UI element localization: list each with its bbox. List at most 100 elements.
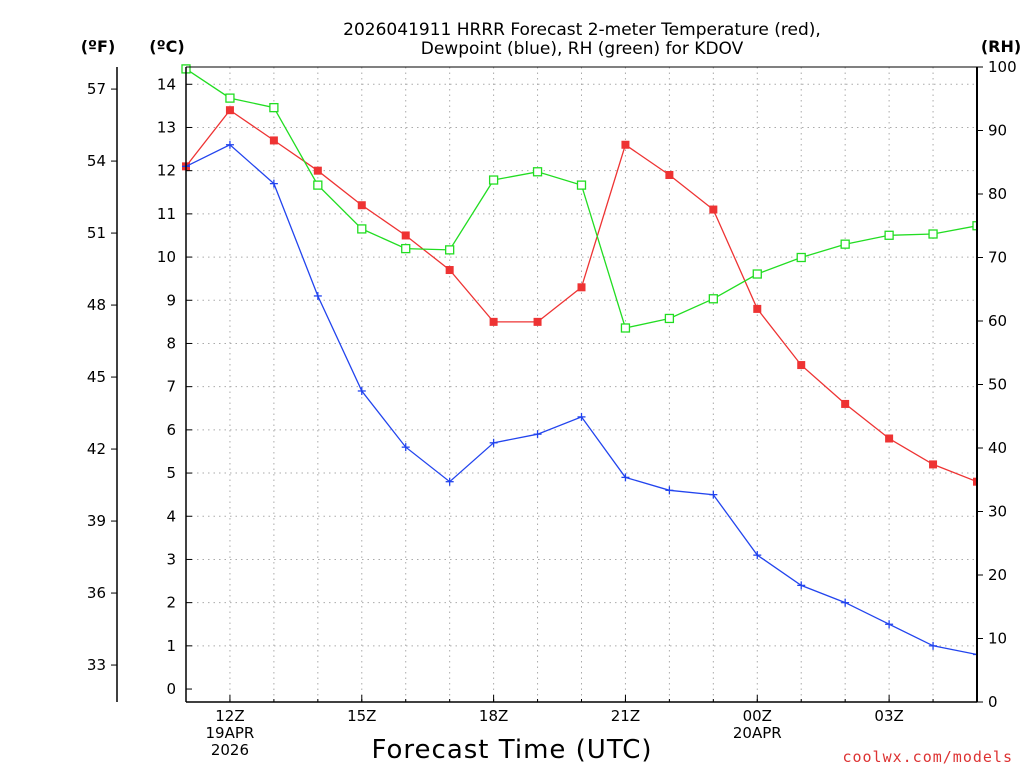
temperature-point xyxy=(401,231,410,240)
temperature-point xyxy=(709,205,718,214)
dewpoint-point xyxy=(709,490,718,499)
dewpoint-point xyxy=(533,430,542,439)
rh-point xyxy=(269,102,279,113)
chart-title-line1: 2026041911 HRRR Forecast 2-meter Tempera… xyxy=(343,20,821,40)
rh-point xyxy=(664,313,675,324)
x-tick-label: 21Z xyxy=(611,707,640,725)
rh-tick-label: 60 xyxy=(988,312,1007,330)
c-tick-label: 8 xyxy=(166,334,176,352)
dewpoint-point xyxy=(577,412,586,421)
axis-layer: 0123456789101112131433363942454851545701… xyxy=(87,58,1017,759)
dewpoint-point xyxy=(489,438,498,447)
f-tick-label: 51 xyxy=(87,224,106,242)
rh-point xyxy=(752,269,762,279)
dewpoint-point xyxy=(401,443,410,452)
rh-unit-label: (RH) xyxy=(981,37,1021,56)
temperature-point xyxy=(357,201,366,210)
c-tick-label: 5 xyxy=(166,464,176,482)
x-tick-label: 03Z xyxy=(874,707,903,725)
x-tick-label: 00Z xyxy=(743,707,772,725)
chart-title-line2: Dewpoint (blue), RH (green) for KDOV xyxy=(421,39,744,59)
rh-point xyxy=(796,252,806,263)
rh-tick-label: 30 xyxy=(988,503,1007,521)
grid-layer xyxy=(186,67,977,702)
rh-point xyxy=(972,221,977,231)
series-layer xyxy=(181,64,977,659)
f-tick-label: 48 xyxy=(87,296,106,314)
dewpoint-point xyxy=(841,598,850,607)
dewpoint-point xyxy=(753,551,762,560)
temperature-point xyxy=(489,317,498,326)
dewpoint-point xyxy=(885,620,894,629)
f-tick-label: 36 xyxy=(87,584,106,602)
dewpoint-point xyxy=(797,581,806,590)
rh-tick-label: 100 xyxy=(988,58,1017,76)
c-tick-label: 1 xyxy=(166,637,176,655)
c-tick-label: 12 xyxy=(157,162,176,180)
c-tick-label: 6 xyxy=(166,421,176,439)
f-tick-label: 39 xyxy=(87,512,106,530)
c-tick-label: 13 xyxy=(157,118,176,136)
rh-tick-label: 80 xyxy=(988,185,1007,203)
rh-tick-label: 20 xyxy=(988,566,1007,584)
f-tick-label: 33 xyxy=(87,656,106,674)
temperature-point xyxy=(929,460,938,469)
rh-point xyxy=(576,180,587,190)
temperature-point xyxy=(753,304,762,313)
dewpoint-point xyxy=(665,486,674,495)
x-tick-label: 12Z xyxy=(215,707,244,725)
temperature-point xyxy=(445,266,454,275)
celsius-unit-label: (ºC) xyxy=(149,37,184,56)
rh-point xyxy=(884,230,894,240)
rh-tick-label: 70 xyxy=(988,249,1007,267)
temperature-point xyxy=(665,170,674,179)
f-tick-label: 57 xyxy=(87,80,106,98)
c-tick-label: 7 xyxy=(166,378,176,396)
temperature-point xyxy=(269,136,278,145)
temperature-point xyxy=(885,434,894,443)
rh-point xyxy=(225,93,235,103)
temperature-point xyxy=(225,106,234,115)
c-tick-label: 4 xyxy=(166,507,176,525)
rh-point xyxy=(445,245,455,255)
c-tick-label: 3 xyxy=(166,550,176,568)
fahrenheit-unit-label: (ºF) xyxy=(81,37,116,56)
rh-point xyxy=(357,224,367,234)
temperature-point xyxy=(841,399,850,408)
dewpoint-point xyxy=(313,291,322,300)
x-tick-label: 15Z xyxy=(347,707,376,725)
dewpoint-point xyxy=(445,477,454,486)
rh-tick-label: 50 xyxy=(988,376,1007,394)
temperature-point xyxy=(621,140,630,149)
dewpoint-point xyxy=(357,386,366,395)
rh-point xyxy=(488,175,499,185)
rh-tick-label: 0 xyxy=(988,693,998,711)
c-tick-label: 0 xyxy=(166,680,176,698)
temperature-point xyxy=(533,317,542,326)
dewpoint-point xyxy=(621,473,630,482)
rh-tick-label: 10 xyxy=(988,630,1007,648)
c-tick-label: 9 xyxy=(166,291,176,309)
f-tick-label: 42 xyxy=(87,440,106,458)
temperature-point xyxy=(973,477,977,486)
c-tick-label: 14 xyxy=(157,75,176,93)
rh-point xyxy=(532,167,543,177)
x-tick-label: 18Z xyxy=(479,707,508,725)
dewpoint-point xyxy=(225,140,234,149)
dewpoint-point xyxy=(929,641,938,650)
f-tick-label: 54 xyxy=(87,152,106,170)
site-credit: coolwx.com/models xyxy=(842,748,1013,766)
rh-point xyxy=(708,294,718,304)
c-tick-label: 2 xyxy=(166,594,176,612)
c-tick-label: 11 xyxy=(157,205,176,223)
rh-tick-label: 90 xyxy=(988,122,1007,140)
rh-point xyxy=(401,243,411,254)
c-tick-label: 10 xyxy=(157,248,176,266)
temperature-point xyxy=(577,283,586,292)
rh-point xyxy=(313,180,323,190)
rh-point xyxy=(620,323,631,333)
rh-tick-label: 40 xyxy=(988,439,1007,457)
x-tick-date-label: 20APR xyxy=(733,724,782,742)
f-tick-label: 45 xyxy=(87,368,106,386)
